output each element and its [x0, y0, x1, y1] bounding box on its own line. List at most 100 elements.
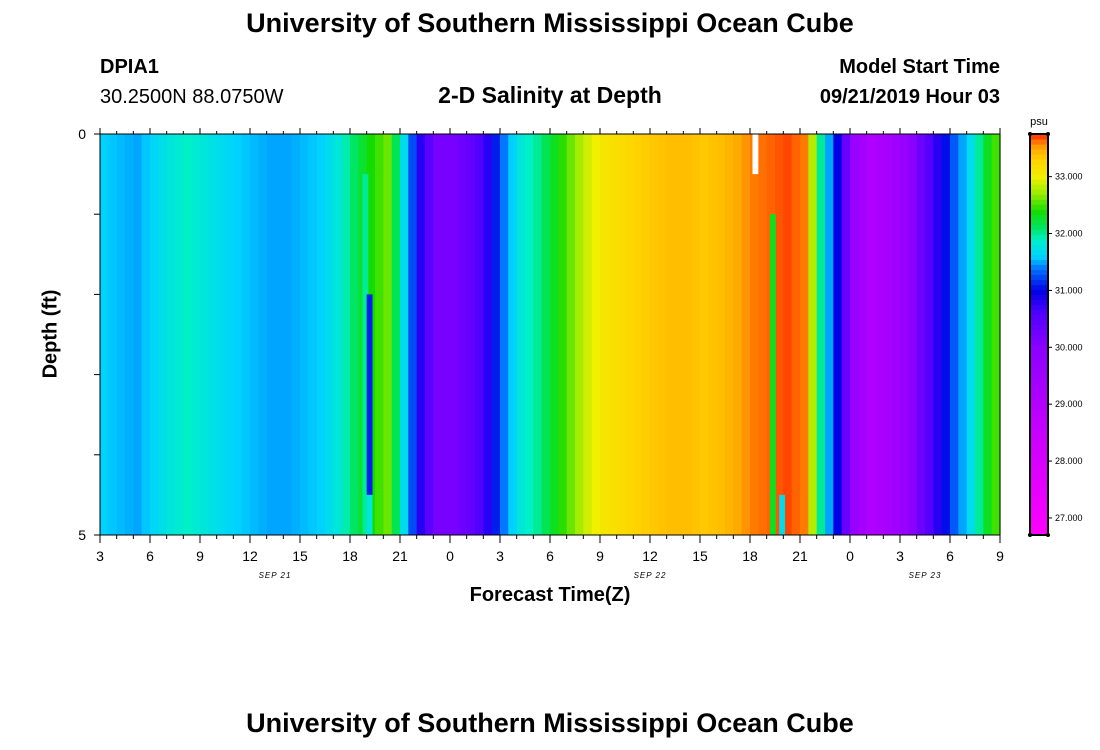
colorbar-cell [1030, 214, 1048, 220]
salinity-cell [558, 134, 568, 535]
salinity-cell [425, 134, 434, 535]
salinity-cell [725, 134, 734, 535]
salinity-cell [991, 134, 1001, 535]
colorbar-cell [1030, 334, 1048, 341]
colorbar-cell [1030, 304, 1048, 311]
colorbar-tick-label: 30.000 [1055, 342, 1083, 352]
footer-title: University of Southern Mississippi Ocean… [246, 708, 854, 738]
salinity-cell [683, 134, 693, 535]
x-tick-label: 0 [846, 548, 854, 564]
salinity-cell [100, 134, 109, 535]
salinity-cell [775, 134, 784, 535]
salinity-cell [275, 134, 284, 535]
colorbar-cell [1030, 464, 1048, 471]
salinity-cell [216, 134, 226, 535]
colorbar-cell [1030, 174, 1048, 180]
salinity-cell [133, 134, 143, 535]
salinity-cell [183, 134, 193, 535]
salinity-cell [533, 134, 543, 535]
y-tick-label: 0 [78, 126, 86, 142]
colorbar-frame [1029, 133, 1049, 536]
colorbar-cell [1030, 529, 1048, 536]
colorbar-corner [1046, 132, 1050, 136]
station-coordinates: 30.2500N 88.0750W [100, 86, 284, 108]
colorbar-cell [1030, 409, 1048, 416]
salinity-cell [575, 134, 584, 535]
colorbar-tick-label: 33.000 [1055, 172, 1083, 182]
salinity-cell [779, 494, 785, 535]
colorbar-cell [1030, 434, 1048, 441]
colorbar-cell [1030, 209, 1048, 215]
salinity-cell [758, 134, 768, 535]
salinity-cell [166, 134, 176, 535]
x-tick-label: 3 [96, 548, 104, 564]
x-tick-label: 18 [342, 548, 358, 564]
salinity-cell [362, 174, 369, 535]
salinity-cell [625, 134, 634, 535]
salinity-cell [752, 134, 759, 175]
salinity-cell [541, 134, 551, 535]
colorbar-cell [1030, 139, 1048, 145]
salinity-cell [416, 134, 426, 535]
salinity-cell [366, 294, 373, 495]
x-tick-label: 12 [242, 548, 258, 564]
colorbar-cell [1030, 329, 1048, 336]
colorbar-cell [1030, 274, 1048, 280]
y-tick-label: 5 [78, 527, 86, 543]
x-axis-label: Forecast Time(Z) [469, 584, 631, 606]
salinity-cell [375, 134, 384, 535]
colorbar-cell [1030, 269, 1048, 275]
colorbar-cell [1030, 459, 1048, 466]
salinity-cell [858, 134, 868, 535]
salinity-cell [241, 134, 251, 535]
salinity-cell [566, 134, 576, 535]
colorbar-cell [1030, 149, 1048, 155]
colorbar-cell [1030, 259, 1048, 265]
x-tick-label: 21 [792, 548, 808, 564]
colorbar-corner [1046, 533, 1050, 537]
salinity-cell [400, 134, 409, 535]
salinity-cell [733, 134, 743, 535]
colorbar-cell [1030, 524, 1048, 531]
chart-title: 2-D Salinity at Depth [438, 82, 662, 108]
colorbar-cell [1030, 414, 1048, 421]
colorbar-cell [1030, 359, 1048, 366]
salinity-cell [550, 134, 559, 535]
salinity-cell [800, 134, 809, 535]
salinity-cell [925, 134, 934, 535]
colorbar-tick-label: 29.000 [1055, 399, 1083, 409]
colorbar-cell [1030, 489, 1048, 496]
colorbar-cell [1030, 244, 1048, 250]
salinity-cell [641, 134, 651, 535]
colorbar-cell [1030, 479, 1048, 486]
colorbar-cell [1030, 184, 1048, 190]
x-tick-label: 21 [392, 548, 408, 564]
salinity-cell [708, 134, 718, 535]
salinity-cell [583, 134, 593, 535]
x-tick-label: 3 [496, 548, 504, 564]
salinity-cell [158, 134, 168, 535]
salinity-cell [500, 134, 509, 535]
salinity-cell [433, 134, 443, 535]
x-tick-label: 6 [546, 548, 554, 564]
salinity-cell [175, 134, 184, 535]
colorbar-cell [1030, 239, 1048, 245]
salinity-cell [650, 134, 659, 535]
salinity-cell [975, 134, 984, 535]
colorbar-cell [1030, 299, 1048, 306]
salinity-cell [966, 134, 976, 535]
salinity-cell [458, 134, 468, 535]
colorbar-cell [1030, 444, 1048, 451]
colorbar-cell [1030, 289, 1048, 295]
colorbar-cell [1030, 294, 1048, 301]
colorbar-cell [1030, 339, 1048, 346]
colorbar-cell [1030, 179, 1048, 185]
salinity-cell [316, 134, 326, 535]
salinity-cell [600, 134, 609, 535]
colorbar-cell [1030, 354, 1048, 361]
date-label: SEP 23 [909, 571, 942, 580]
salinity-cell [141, 134, 151, 535]
salinity-cell [491, 134, 501, 535]
colorbar-tick-label: 28.000 [1055, 456, 1083, 466]
